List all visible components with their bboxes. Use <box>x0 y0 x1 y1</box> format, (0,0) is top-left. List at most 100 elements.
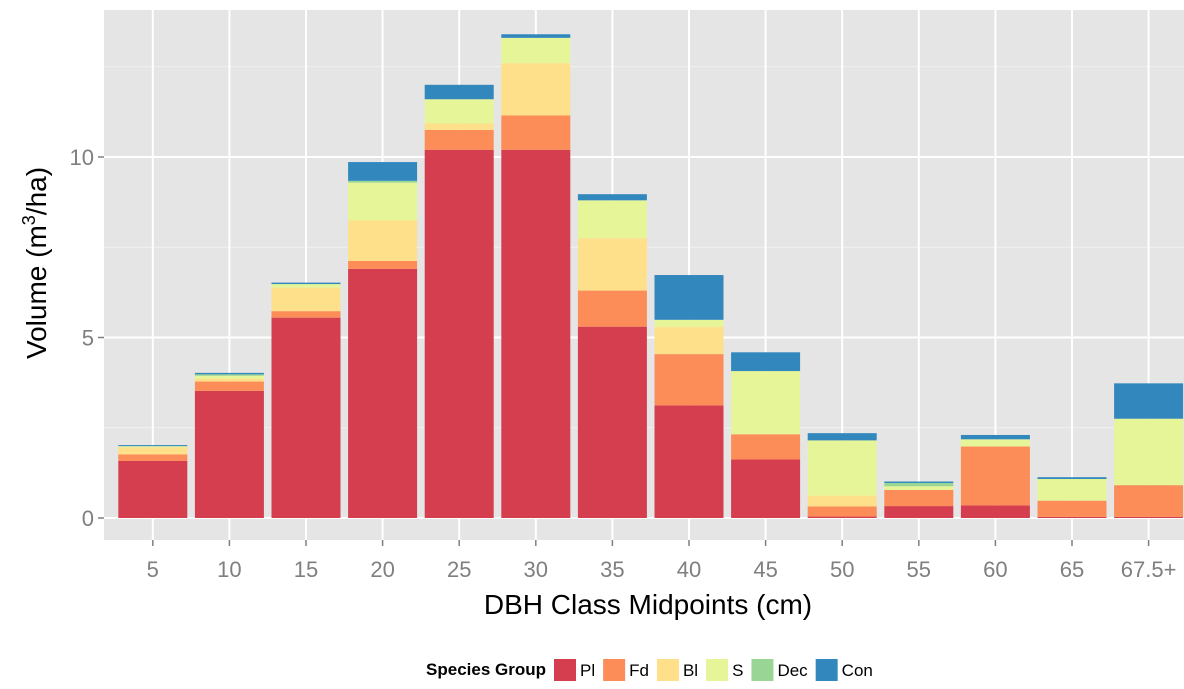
bar-segment-fd-20 <box>348 260 418 269</box>
bar-segment-fd-25 <box>424 129 494 150</box>
bar-segment-pl-60 <box>960 505 1030 518</box>
bar-segment-s-55 <box>884 486 954 490</box>
y-axis-title-superscript: 3 <box>19 215 39 225</box>
y-tick-label: 5 <box>82 326 94 351</box>
bar-segment-pl-15 <box>271 317 341 518</box>
x-tick-label: 40 <box>677 557 701 582</box>
legend-title: Species Group <box>426 660 546 679</box>
bar-segment-bl-50 <box>807 495 877 507</box>
x-tick-label: 20 <box>370 557 394 582</box>
bar-segment-fd-35 <box>577 290 647 327</box>
bar-segment-fd-45 <box>731 434 801 460</box>
bar-segment-con-45 <box>731 352 801 372</box>
bar-segment-con-35 <box>577 194 647 201</box>
bar-segment-fd-15 <box>271 311 341 318</box>
legend: Species Group Pl Fd Bl S Dec Con <box>426 659 873 681</box>
bar-segment-con-55 <box>884 481 954 483</box>
bar-segment-bl-10 <box>194 378 264 382</box>
bar-segment-fd-30 <box>501 115 571 150</box>
bar-segment-bl-20 <box>348 220 418 261</box>
bar-segment-s-5 <box>118 446 188 448</box>
legend-key-pl <box>554 659 576 681</box>
bar-segment-fd-5 <box>118 454 188 461</box>
legend-key-s <box>706 659 729 681</box>
bar-segment-pl-25 <box>424 149 494 518</box>
bar-segment-pl-65 <box>1037 516 1107 518</box>
bar-segment-con-50 <box>807 433 877 441</box>
bar-segment-bl-5 <box>118 447 188 455</box>
bar-segment-s-40 <box>654 319 724 328</box>
legend-label-fd: Fd <box>629 661 649 680</box>
bar-segment-pl-30 <box>501 149 571 518</box>
bar-segment-pl-10 <box>194 390 264 518</box>
bar-segment-s-45 <box>731 371 801 435</box>
bar-segment-s-30 <box>501 37 571 64</box>
bar-segment-pl-45 <box>731 459 801 518</box>
bar-segment-pl-675 <box>1114 516 1184 518</box>
x-tick-label: 15 <box>294 557 318 582</box>
bar-segment-s-25 <box>424 99 494 124</box>
bar-segment-con-40 <box>654 275 724 320</box>
bar-segment-fd-60 <box>960 446 1030 506</box>
x-tick-label: 65 <box>1060 557 1084 582</box>
x-tick-label: 60 <box>983 557 1007 582</box>
x-tick-label: 30 <box>524 557 548 582</box>
bar-segment-bl-30 <box>501 63 571 116</box>
bar-segment-dec-55 <box>884 482 954 487</box>
bar-segment-pl-55 <box>884 506 954 518</box>
y-axis: 0 5 10 <box>70 145 104 531</box>
x-tick-label: 50 <box>830 557 854 582</box>
bar-segment-bl-40 <box>654 327 724 355</box>
bar-segment-dec-20 <box>348 180 418 183</box>
bar-segment-con-675 <box>1114 383 1184 419</box>
bar-segment-con-15 <box>271 282 341 285</box>
bar-segment-con-65 <box>1037 477 1107 480</box>
bar-segment-s-20 <box>348 182 418 221</box>
bar-segment-fd-10 <box>194 381 264 391</box>
bar-segment-pl-50 <box>807 516 877 518</box>
bar-segment-con-25 <box>424 84 494 100</box>
legend-key-dec <box>751 659 774 681</box>
legend-key-bl <box>656 659 679 681</box>
bar-segment-pl-35 <box>577 326 647 518</box>
y-tick-label: 0 <box>82 506 94 531</box>
bar-segment-s-675 <box>1114 418 1184 486</box>
x-tick-label: 67.5+ <box>1121 557 1177 582</box>
bar-segment-con-20 <box>348 162 418 181</box>
bar-segment-s-65 <box>1037 479 1107 501</box>
bar-segment-s-10 <box>194 375 264 379</box>
y-axis-title-main: Volume (m <box>21 225 52 359</box>
bar-segment-fd-65 <box>1037 500 1107 517</box>
y-tick-label: 10 <box>70 145 94 170</box>
bar-segment-pl-5 <box>118 460 188 518</box>
y-axis-title-end: /ha) <box>21 167 52 215</box>
x-tick-label: 5 <box>147 557 159 582</box>
x-axis-title: DBH Class Midpoints (cm) <box>484 589 812 620</box>
bars-group <box>118 34 1184 518</box>
bar-segment-con-30 <box>501 34 571 38</box>
bar-segment-fd-50 <box>807 506 877 517</box>
x-tick-label: 10 <box>217 557 241 582</box>
bar-segment-s-50 <box>807 440 877 496</box>
bar-segment-bl-35 <box>577 238 647 291</box>
x-tick-label: 55 <box>907 557 931 582</box>
legend-label-dec: Dec <box>777 661 808 680</box>
bar-segment-fd-40 <box>654 354 724 406</box>
x-tick-label: 45 <box>753 557 777 582</box>
bar-segment-s-35 <box>577 200 647 239</box>
legend-label-con: Con <box>842 661 873 680</box>
legend-label-s: S <box>732 661 743 680</box>
legend-key-fd <box>603 659 626 681</box>
bar-segment-s-15 <box>271 284 341 288</box>
bar-segment-bl-25 <box>424 123 494 130</box>
y-axis-title: Volume (m3/ha) <box>19 167 52 359</box>
x-tick-label: 25 <box>447 557 471 582</box>
bar-segment-dec-10 <box>194 374 264 376</box>
bar-segment-con-60 <box>960 434 1030 440</box>
bar-segment-con-5 <box>118 445 188 447</box>
bar-segment-bl-15 <box>271 287 341 312</box>
legend-label-pl: Pl <box>580 661 595 680</box>
legend-label-bl: Bl <box>683 661 698 680</box>
